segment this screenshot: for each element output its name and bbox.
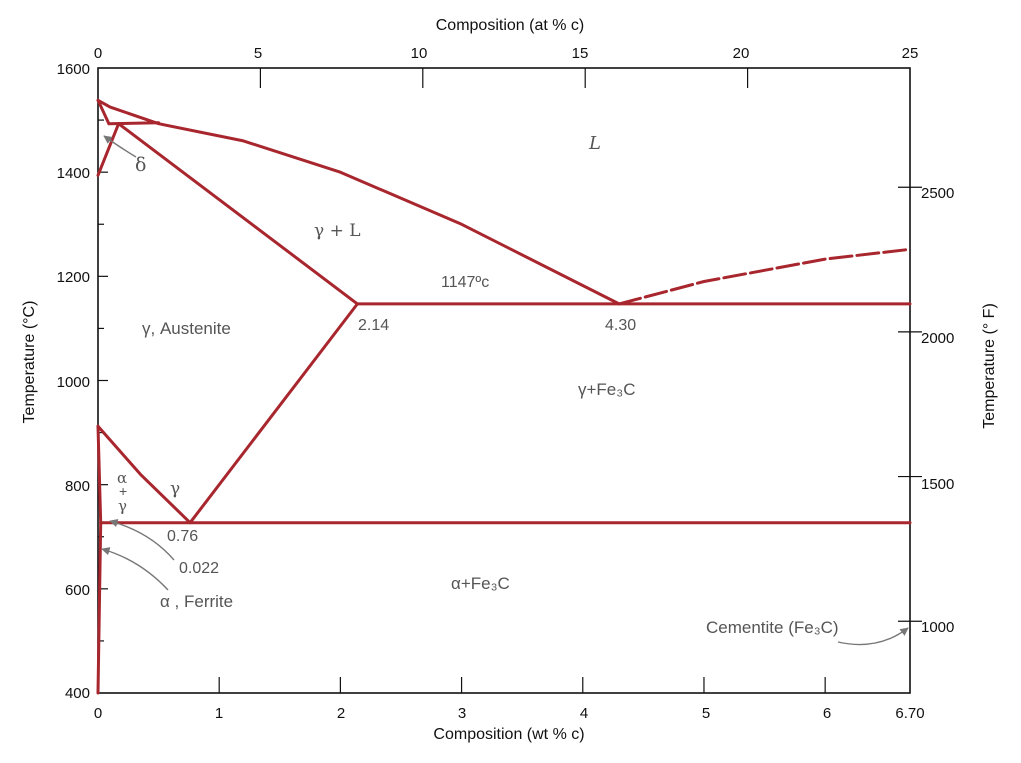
phase-boundaries [96,98,912,695]
x-tick-label: 6 [823,705,831,722]
right-tick-labels: 1000 1500 2000 2500 [921,185,954,636]
ferrite-label: α , Ferrite [160,592,233,611]
y2-axis-title: Temperature (° F) [981,303,998,429]
y-tick-label: 1600 [57,61,90,78]
cementite-pointer-arrow [837,627,909,646]
bottom-tick-labels: 0 1 2 3 4 5 6 6.70 [94,705,925,722]
phase-boundary-line [96,424,103,525]
gamma-cementite-label: γ+Fe₃C [578,380,635,399]
x-tick-label: 0 [94,705,102,722]
y2-tick-label: 2500 [921,185,954,202]
cementite-label: Cementite (Fe₃C) [706,618,839,637]
x2-tick-label: 0 [94,45,102,62]
y2-tick-label: 1500 [921,476,954,493]
phase-boundary-line [188,302,359,525]
phase-boundary-line [96,122,121,177]
y-tick-label: 600 [65,582,90,599]
x2-tick-label: 20 [733,45,750,62]
x2-tick-label: 25 [902,45,919,62]
gamma-liquid-label: γ + L [314,221,361,241]
axis-ticks [98,68,922,693]
phase-boundary-line [117,122,359,306]
liquid-label: L [588,133,601,154]
y2-tick-label: 1000 [921,619,954,636]
x-tick-label: 6.70 [895,705,924,722]
alpha-label: α [117,469,127,487]
austenite-label: γ, Austenite [142,319,231,338]
phase-boundary-line [96,521,103,695]
x2-tick-label: 15 [572,45,589,62]
x-tick-label: 3 [458,705,466,722]
phase-boundary-line [96,98,111,126]
delta-label: δ [135,154,146,176]
solubility-pointer-arrow [109,518,175,561]
top-tick-labels: 0 5 10 15 20 25 [94,45,919,62]
x-tick-label: 1 [215,705,223,722]
eutectoid-composition-label: 0.76 [167,528,198,545]
x2-tick-label: 5 [254,45,262,62]
eutectic-composition-label: 4.30 [605,317,636,334]
gamma-label: γ [170,479,180,499]
liquidus-dashed-line [617,247,912,306]
left-tick-labels: 400 600 800 1000 1200 1400 1600 [57,61,90,702]
alpha-solubility-label: 0.022 [179,560,219,577]
x-tick-label: 4 [580,705,588,722]
y-tick-label: 800 [65,478,90,495]
x2-tick-label: 10 [411,45,428,62]
phase-boundary-line [96,424,192,525]
y-tick-label: 1400 [57,165,90,182]
delta-pointer-arrow [103,135,137,158]
gamma-small-label: γ [118,497,127,515]
x-tick-label: 5 [702,705,710,722]
x-axis-title: Composition (wt % c) [433,726,584,743]
phase-boundary-line [96,98,621,306]
y-tick-label: 1000 [57,374,90,391]
x-tick-label: 2 [337,705,345,722]
eutectic-temperature-label: 1147ºc [441,274,489,291]
ferrite-pointer-arrow [101,547,169,591]
eutectic-gamma-composition-label: 2.14 [358,317,389,334]
alpha-cementite-label: α+Fe₃C [451,574,510,593]
y-axis-title: Temperature (°C) [21,301,38,424]
y-tick-label: 1200 [57,269,90,286]
plus-label: + [119,483,127,499]
phase-boundary-line [107,121,161,126]
y2-tick-label: 2000 [921,330,954,347]
x2-axis-title: Composition (at % c) [436,17,585,34]
y-tick-label: 400 [65,685,90,702]
